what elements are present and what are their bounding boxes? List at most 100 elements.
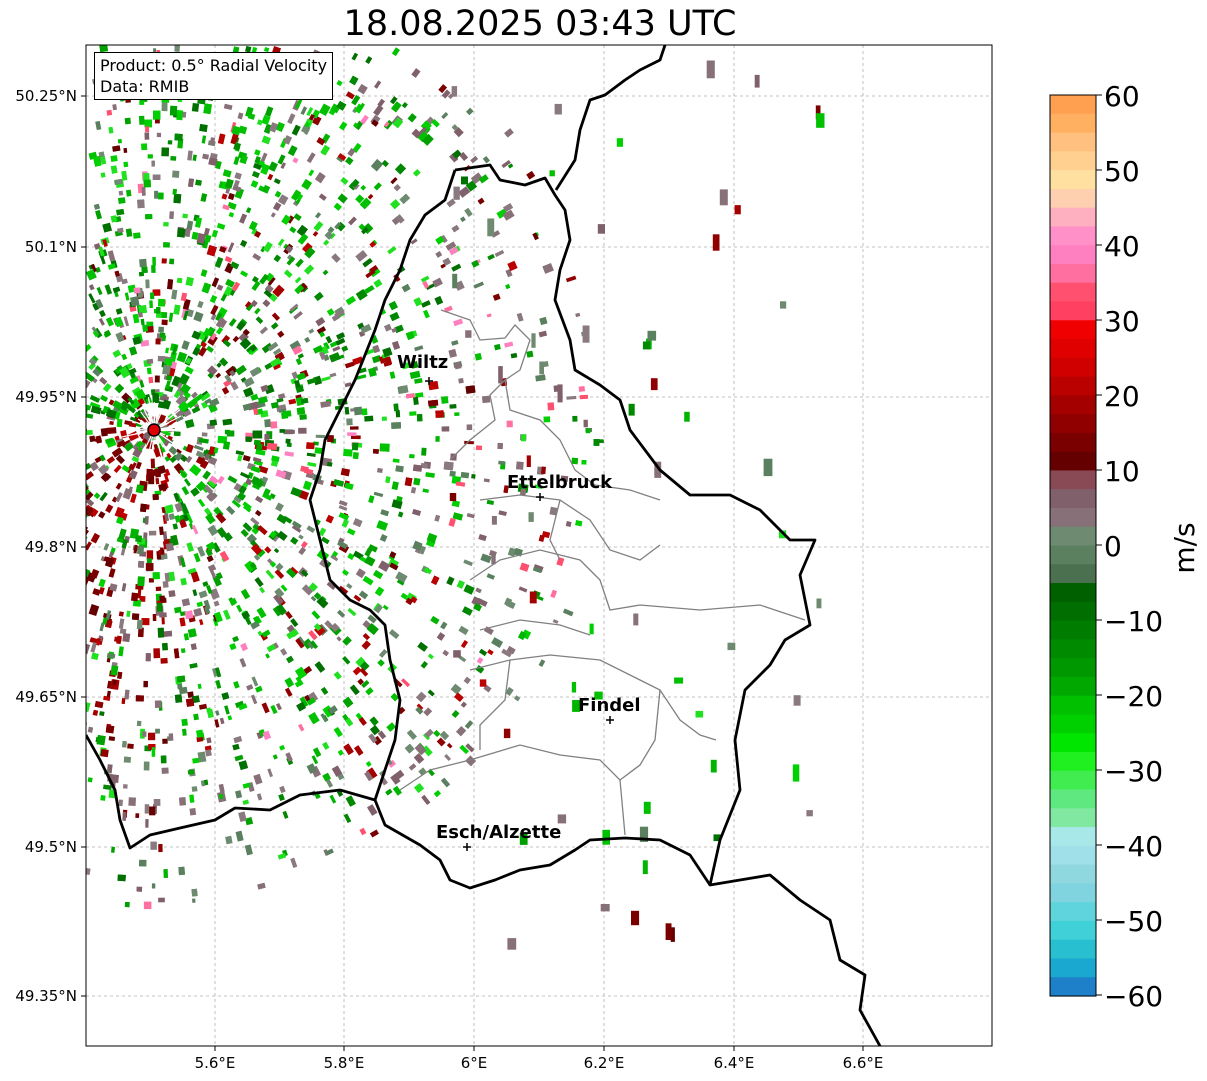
lat-tick-label: 49.95°N xyxy=(15,388,77,406)
colorbar-tick-label: −60 xyxy=(1104,980,1163,1013)
product-label: Product: 0.5° Radial Velocity xyxy=(100,56,328,75)
colorbar-band xyxy=(1050,751,1096,772)
city-findel: Findel xyxy=(578,695,641,724)
lon-tick-label: 6.6°E xyxy=(843,1054,884,1072)
colorbar-tick-label: 40 xyxy=(1104,230,1140,263)
colorbar-band xyxy=(1050,376,1096,396)
colorbar-band xyxy=(1050,789,1096,809)
city-label-ettelbruck: Ettelbruck xyxy=(507,472,613,493)
data-source-label: Data: RMIB xyxy=(100,77,190,96)
colorbar-band xyxy=(1050,639,1096,659)
colorbar-tick-label: −30 xyxy=(1104,755,1163,788)
lat-tick-label: 50.1°N xyxy=(25,238,77,256)
colorbar-tick-label: 20 xyxy=(1104,380,1140,413)
colorbar-band xyxy=(1050,977,1096,997)
city-wiltz: Wiltz xyxy=(397,352,448,385)
colorbar-band xyxy=(1050,357,1096,378)
colorbar-tick-label: −40 xyxy=(1104,830,1163,863)
colorbar-band xyxy=(1050,207,1096,227)
colorbar-band xyxy=(1050,601,1096,622)
colorbar-band xyxy=(1050,151,1096,171)
plot-background xyxy=(86,45,992,1046)
radar-echoes xyxy=(86,45,825,950)
colorbar-tick-label: −10 xyxy=(1104,605,1163,638)
lat-tick-label: 49.5°N xyxy=(25,838,77,856)
colorbar-band xyxy=(1050,263,1096,284)
colorbar-band xyxy=(1050,132,1096,152)
lat-tick-label: 50.25°N xyxy=(15,87,77,105)
country-borders xyxy=(86,45,882,1046)
lat-tick-label: 49.35°N xyxy=(15,987,77,1005)
colorbar-tick-label: −20 xyxy=(1104,680,1163,713)
colorbar-band xyxy=(1050,95,1096,115)
colorbar-band xyxy=(1050,226,1096,246)
colorbar-bands xyxy=(1050,95,1096,997)
colorbar-band xyxy=(1050,845,1096,866)
colorbar: 60 50 40 30 20 10 0 −10 −20 −30 −40 −50 … xyxy=(1049,80,1201,1013)
colorbar-band xyxy=(1050,827,1096,847)
lat-tick-label: 49.8°N xyxy=(25,538,77,556)
colorbar-band xyxy=(1050,395,1096,415)
lon-tick-label: 6.2°E xyxy=(584,1054,625,1072)
city-label-findel: Findel xyxy=(578,695,641,716)
lon-tick-label: 5.6°E xyxy=(195,1054,236,1072)
colorbar-band xyxy=(1050,170,1096,190)
plot-frame xyxy=(85,44,993,1047)
canton-boundaries xyxy=(399,309,806,836)
city-esch-alzette: Esch/Alzette xyxy=(436,822,561,851)
colorbar-band xyxy=(1050,939,1096,960)
colorbar-band xyxy=(1050,958,1096,978)
colorbar-band xyxy=(1050,282,1096,303)
colorbar-labels: 60 50 40 30 20 10 0 −10 −20 −30 −40 −50 … xyxy=(1104,80,1163,1013)
lon-tick-label: 6°E xyxy=(461,1054,488,1072)
colorbar-band xyxy=(1050,414,1096,434)
colorbar-band xyxy=(1050,188,1096,209)
colorbar-band xyxy=(1050,714,1096,734)
colorbar-band xyxy=(1050,883,1096,903)
lon-tick-label: 6.4°E xyxy=(714,1054,755,1072)
city-ettelbruck: Ettelbruck xyxy=(507,472,613,501)
colorbar-band xyxy=(1050,695,1096,716)
colorbar-tick-label: 10 xyxy=(1104,455,1140,488)
colorbar-tick-label: 30 xyxy=(1104,305,1140,338)
colorbar-band xyxy=(1050,301,1096,321)
colorbar-tick-label: 60 xyxy=(1104,80,1140,113)
lat-tick-label: 49.65°N xyxy=(15,688,77,706)
colorbar-band xyxy=(1050,583,1096,603)
map-title: 18.08.2025 03:43 UTC xyxy=(343,4,737,44)
colorbar-band xyxy=(1050,658,1096,678)
colorbar-band xyxy=(1050,564,1096,584)
lon-tick-label: 5.8°E xyxy=(324,1054,365,1072)
colorbar-band xyxy=(1050,770,1096,791)
latitude-axis: 50.25°N 50.1°N 49.95°N 49.8°N 49.65°N 49… xyxy=(15,87,77,1005)
colorbar-band xyxy=(1050,526,1096,547)
colorbar-band xyxy=(1050,470,1096,490)
colorbar-ticks xyxy=(1096,94,1102,996)
radar-site-marker xyxy=(147,423,161,437)
colorbar-tick-label: 50 xyxy=(1104,155,1140,188)
city-label-esch-alzette: Esch/Alzette xyxy=(436,822,561,843)
colorbar-band xyxy=(1050,245,1096,265)
colorbar-band xyxy=(1050,676,1096,697)
colorbar-band xyxy=(1050,432,1096,453)
longitude-axis: 5.6°E 5.8°E 6°E 6.2°E 6.4°E 6.6°E xyxy=(195,1054,884,1072)
colorbar-band xyxy=(1050,451,1096,472)
colorbar-band xyxy=(1050,545,1096,565)
city-label-wiltz: Wiltz xyxy=(397,352,448,373)
city-markers: Wiltz Ettelbruck Findel Esch/Alzette xyxy=(397,352,641,851)
colorbar-band xyxy=(1050,864,1096,884)
colorbar-band xyxy=(1050,489,1096,509)
colorbar-band xyxy=(1050,808,1096,828)
colorbar-band xyxy=(1050,733,1096,753)
colorbar-unit-label: m/s xyxy=(1168,522,1201,573)
colorbar-band xyxy=(1050,902,1096,922)
colorbar-band xyxy=(1050,320,1096,340)
product-info-box: Product: 0.5° Radial Velocity Data: RMIB xyxy=(94,52,334,100)
colorbar-band xyxy=(1050,339,1096,359)
colorbar-band xyxy=(1050,620,1096,640)
colorbar-tick-label: −50 xyxy=(1104,905,1163,938)
colorbar-band xyxy=(1050,920,1096,941)
colorbar-band xyxy=(1050,507,1096,528)
colorbar-tick-label: 0 xyxy=(1104,530,1122,563)
